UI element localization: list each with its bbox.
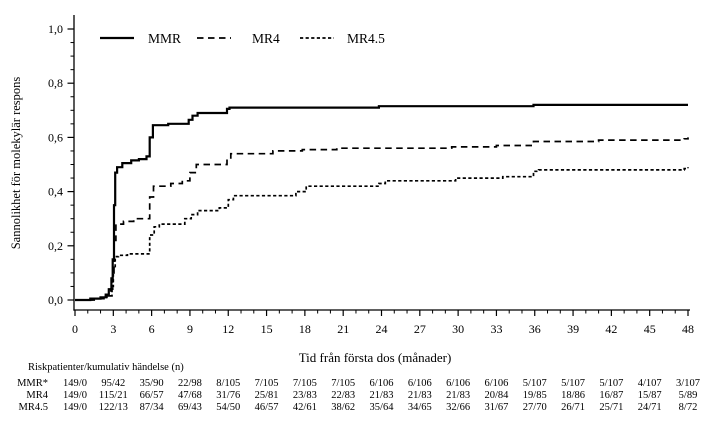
curve-mmr [75, 103, 688, 302]
risk-cell: 8/105 [216, 378, 240, 389]
curve-mr4-5 [75, 167, 689, 301]
x-tick-label: 18 [299, 322, 311, 336]
risk-cell: 95/42 [101, 378, 125, 389]
risk-cell: 16/87 [599, 390, 623, 401]
x-tick-label: 9 [187, 322, 193, 336]
y-axis-title: Sannolikhet för molekylär respons [9, 77, 23, 250]
risk-cell: 66/57 [140, 390, 164, 401]
risk-row-label: MR4.5 [19, 402, 48, 413]
risk-cell: 26/71 [561, 402, 585, 413]
risk-cell: 21/83 [370, 390, 394, 401]
risk-cell: 149/0 [63, 390, 87, 401]
x-tick-label: 33 [490, 322, 502, 336]
risk-cell: 46/57 [255, 402, 279, 413]
risk-cell: 27/70 [523, 402, 547, 413]
risk-cell: 4/107 [638, 378, 662, 389]
risk-cell: 115/21 [99, 390, 128, 401]
risk-cell: 18/86 [561, 390, 585, 401]
risk-cell: 7/105 [255, 378, 279, 389]
x-tick-label: 42 [605, 322, 617, 336]
x-tick-label: 6 [149, 322, 155, 336]
y-tick-label: 0,6 [48, 130, 63, 144]
curve-mr4 [75, 137, 689, 301]
legend-label-mr4: MR4 [252, 31, 280, 46]
risk-cell: 5/107 [599, 378, 623, 389]
x-tick-label: 39 [567, 322, 579, 336]
x-tick-label: 27 [414, 322, 426, 336]
risk-cell: 25/81 [255, 390, 279, 401]
risk-cell: 6/106 [484, 378, 508, 389]
risk-cell: 7/105 [293, 378, 317, 389]
risk-table-header: Riskpatienter/kumulativ händelse (n) [28, 362, 184, 373]
risk-cell: 22/98 [178, 378, 202, 389]
risk-cell: 122/13 [99, 402, 128, 413]
risk-cell: 149/0 [63, 378, 87, 389]
risk-cell: 7/105 [331, 378, 355, 389]
risk-cell: 21/83 [446, 390, 470, 401]
risk-cell: 20/84 [484, 390, 509, 401]
risk-cell: 47/68 [178, 390, 202, 401]
x-tick-label: 48 [682, 322, 694, 336]
x-tick-label: 30 [452, 322, 464, 336]
risk-cell: 25/71 [599, 402, 623, 413]
y-tick-label: 0,2 [48, 239, 63, 253]
risk-cell: 31/76 [216, 390, 240, 401]
x-tick-label: 45 [644, 322, 656, 336]
risk-cell: 5/107 [561, 378, 585, 389]
risk-cell: 32/66 [446, 402, 470, 413]
risk-cell: 23/83 [293, 390, 317, 401]
risk-cell: 35/90 [140, 378, 164, 389]
risk-row-label: MMR* [17, 378, 48, 389]
risk-cell: 87/34 [140, 402, 165, 413]
risk-cell: 6/106 [408, 378, 432, 389]
risk-cell: 149/0 [63, 402, 87, 413]
x-tick-label: 0 [72, 322, 78, 336]
risk-cell: 35/64 [370, 402, 395, 413]
legend-label-mr4-5: MR4.5 [347, 31, 385, 46]
y-tick-label: 0,4 [48, 185, 63, 199]
risk-cell: 6/106 [446, 378, 470, 389]
y-tick-label: 0,0 [48, 293, 63, 307]
y-tick-label: 1,0 [48, 22, 63, 36]
x-tick-label: 21 [337, 322, 349, 336]
risk-cell: 8/72 [679, 402, 698, 413]
x-axis-title: Tid från första dos (månader) [298, 350, 452, 365]
x-tick-label: 24 [376, 322, 388, 336]
legend-label-mmr: MMR [148, 31, 181, 46]
risk-cell: 38/62 [331, 402, 355, 413]
x-tick-label: 36 [529, 322, 541, 336]
risk-cell: 34/65 [408, 402, 432, 413]
risk-cell: 19/85 [523, 390, 547, 401]
x-tick-label: 12 [222, 322, 234, 336]
risk-cell: 21/83 [408, 390, 432, 401]
risk-cell: 69/43 [178, 402, 202, 413]
risk-cell: 15/87 [638, 390, 662, 401]
risk-cell: 3/107 [676, 378, 700, 389]
risk-cell: 31/67 [484, 402, 508, 413]
risk-cell: 6/106 [370, 378, 394, 389]
risk-cell: 54/50 [216, 402, 240, 413]
risk-cell: 22/83 [331, 390, 355, 401]
y-tick-label: 0,8 [48, 76, 63, 90]
risk-cell: 5/107 [523, 378, 547, 389]
risk-cell: 24/71 [638, 402, 662, 413]
x-tick-label: 3 [110, 322, 116, 336]
x-tick-label: 15 [261, 322, 273, 336]
risk-row-label: MR4 [26, 390, 48, 401]
risk-cell: 42/61 [293, 402, 317, 413]
risk-cell: 5/89 [679, 390, 698, 401]
